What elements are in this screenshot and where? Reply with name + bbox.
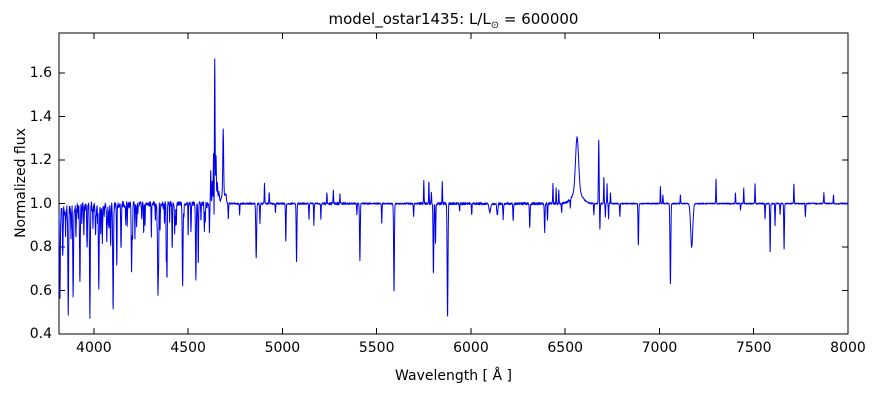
- plot-frame: [58, 32, 849, 335]
- spectrum-line: [58, 58, 849, 319]
